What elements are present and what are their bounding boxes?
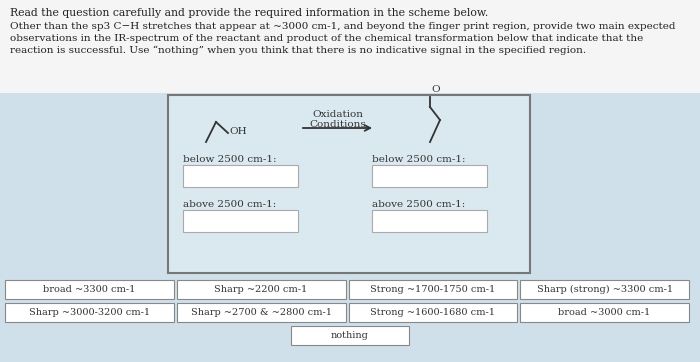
Bar	[168, 95, 530, 273]
Bar	[520, 280, 689, 299]
Text: Read the question carefully and provide the required information in the scheme b: Read the question carefully and provide …	[10, 8, 489, 18]
Text: Sharp ~2200 cm-1: Sharp ~2200 cm-1	[214, 285, 308, 294]
Text: OH: OH	[229, 127, 246, 136]
Text: O: O	[431, 85, 440, 94]
Text: above 2500 cm-1:: above 2500 cm-1:	[372, 200, 466, 209]
Text: reaction is successful. Use “nothing” when you think that there is no indicative: reaction is successful. Use “nothing” wh…	[10, 46, 586, 55]
Bar	[349, 303, 517, 322]
Bar	[5, 303, 174, 322]
Text: broad ~3000 cm-1: broad ~3000 cm-1	[559, 308, 651, 317]
Text: Strong ~1600-1680 cm-1: Strong ~1600-1680 cm-1	[370, 308, 496, 317]
Bar	[183, 165, 298, 187]
Bar	[176, 280, 346, 299]
Text: above 2500 cm-1:: above 2500 cm-1:	[183, 200, 276, 209]
Bar	[349, 280, 517, 299]
Text: broad ~3300 cm-1: broad ~3300 cm-1	[43, 285, 136, 294]
Text: below 2500 cm-1:: below 2500 cm-1:	[372, 155, 466, 164]
Text: Strong ~1700-1750 cm-1: Strong ~1700-1750 cm-1	[370, 285, 496, 294]
Text: Oxidation
Conditions: Oxidation Conditions	[309, 110, 366, 129]
Bar	[372, 210, 487, 232]
Text: below 2500 cm-1:: below 2500 cm-1:	[183, 155, 276, 164]
Text: Sharp (strong) ~3300 cm-1: Sharp (strong) ~3300 cm-1	[537, 285, 673, 294]
Text: Sharp ~3000-3200 cm-1: Sharp ~3000-3200 cm-1	[29, 308, 150, 317]
Bar	[0, 0, 700, 93]
Bar	[372, 165, 487, 187]
Text: nothing: nothing	[331, 331, 369, 340]
Bar	[520, 303, 689, 322]
Text: Sharp ~2700 & ~2800 cm-1: Sharp ~2700 & ~2800 cm-1	[190, 308, 332, 317]
Bar	[183, 210, 298, 232]
Bar	[176, 303, 346, 322]
Text: Other than the sp3 C−H stretches that appear at ~3000 cm-1, and beyond the finge: Other than the sp3 C−H stretches that ap…	[10, 22, 675, 31]
Bar	[291, 326, 409, 345]
Text: observations in the IR-spectrum of the reactant and product of the chemical tran: observations in the IR-spectrum of the r…	[10, 34, 643, 43]
Bar	[5, 280, 174, 299]
